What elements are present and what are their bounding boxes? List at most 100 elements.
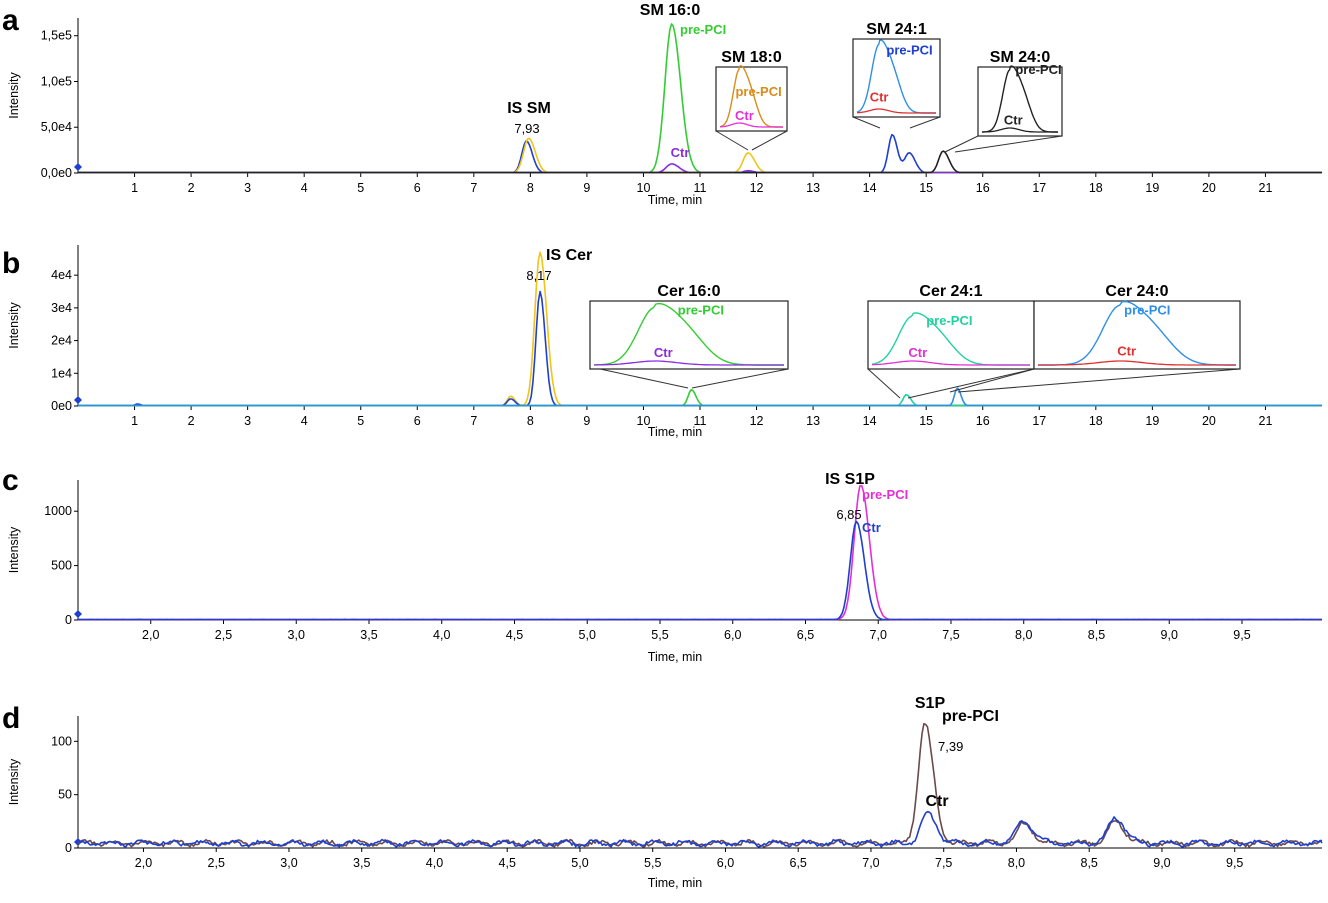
zoom-inset: SM 18:0 pre-PCI Ctr — [715, 49, 788, 151]
retention-time-label: 8,17 — [526, 268, 551, 283]
zoom-inset: Cer 24:1 pre-PCI Ctr — [867, 283, 1035, 399]
inset-connector — [907, 368, 1035, 399]
inset-title: Cer 24:0 — [1105, 283, 1168, 300]
origin-marker — [74, 396, 82, 404]
zoom-inset: SM 24:1 pre-PCI Ctr — [852, 21, 941, 129]
x-tick-label: 16 — [976, 181, 990, 195]
inset-pre-pci-label: pre-PCI — [1015, 62, 1061, 77]
x-tick-label: 6,0 — [717, 856, 734, 870]
series-line-blue — [78, 133, 1322, 174]
x-tick-label: 3 — [244, 414, 251, 428]
series-line-green — [78, 389, 1322, 407]
peak-label: IS S1P — [825, 471, 875, 488]
origin-marker — [74, 610, 82, 618]
x-tick-label: 7,5 — [935, 856, 952, 870]
inset-connector — [909, 116, 941, 129]
inset-frame — [1033, 300, 1241, 370]
inset-pre-pci-label: pre-PCI — [926, 313, 972, 328]
x-tick-label: 5 — [357, 181, 364, 195]
inset-peak-trace — [981, 65, 1058, 133]
inset-ctr-label: Ctr — [908, 345, 927, 360]
x-axis-label: Time, min — [648, 876, 702, 890]
retention-time-label: 7,39 — [938, 739, 963, 754]
x-tick-label: 18 — [1089, 414, 1103, 428]
inset-connector — [867, 368, 901, 399]
y-tick-label: 50 — [58, 788, 72, 802]
x-tick-label: 18 — [1089, 181, 1103, 195]
x-tick-label: 5,0 — [579, 628, 596, 642]
x-tick-label: 7,0 — [862, 856, 879, 870]
x-tick-label: 2 — [188, 414, 195, 428]
inset-frame — [589, 300, 789, 370]
inset-connector — [957, 368, 1241, 393]
y-axis-label: Intensity — [7, 301, 21, 348]
peak-label: S1P — [915, 695, 946, 712]
x-tick-label: 2 — [188, 181, 195, 195]
y-tick-label: 100 — [51, 734, 72, 748]
inset-ctr-trace — [1038, 360, 1236, 366]
y-tick-label: 4e4 — [51, 268, 72, 282]
y-tick-label: 1,5e5 — [41, 29, 72, 43]
x-tick-label: 10 — [637, 414, 651, 428]
x-tick-label: 17 — [1032, 414, 1046, 428]
x-tick-label: 2,0 — [135, 856, 152, 870]
y-tick-label: 0 — [65, 841, 72, 855]
inset-pre-pci-label: pre-PCI — [886, 43, 932, 58]
x-axis-label: Time, min — [648, 650, 702, 664]
inset-frame — [852, 38, 941, 118]
x-tick-label: 14 — [863, 414, 877, 428]
x-tick-label: 9,5 — [1233, 628, 1250, 642]
y-tick-label: 0 — [65, 613, 72, 627]
x-tick-label: 10 — [637, 181, 651, 195]
x-axis-label: Time, min — [648, 425, 702, 439]
panel-c-traces — [77, 484, 1322, 621]
y-tick-label: 500 — [51, 559, 72, 573]
x-tick-label: 12 — [750, 181, 764, 195]
series-annotation: pre-PCI — [862, 487, 908, 502]
inset-ctr-trace — [856, 108, 936, 114]
x-tick-label: 1 — [131, 414, 138, 428]
series-line-blue — [77, 810, 1323, 848]
y-tick-label: 5,0e4 — [41, 120, 72, 134]
series-line-sky — [78, 387, 1322, 407]
x-tick-label: 20 — [1202, 414, 1216, 428]
x-tick-label: 16 — [976, 414, 990, 428]
x-tick-label: 9,5 — [1226, 856, 1243, 870]
inset-frame — [867, 300, 1035, 370]
y-axis-label: Intensity — [7, 71, 21, 118]
series-annotation: Ctr — [925, 793, 948, 810]
x-tick-label: 4 — [301, 181, 308, 195]
inset-ctr-trace — [719, 122, 783, 128]
retention-time-label: 6,85 — [836, 507, 861, 522]
y-tick-label: 1000 — [44, 504, 72, 518]
inset-ctr-label: Ctr — [735, 108, 754, 123]
x-tick-label: 2,5 — [215, 628, 232, 642]
x-tick-label: 11 — [694, 181, 707, 195]
inset-ctr-label: Ctr — [654, 345, 673, 360]
origin-marker — [74, 838, 82, 846]
inset-pre-pci-label: pre-PCI — [735, 84, 781, 99]
peak-label: IS Cer — [546, 247, 592, 264]
series-line-green — [78, 23, 1322, 174]
x-tick-label: 5,0 — [571, 856, 588, 870]
x-tick-label: 9,0 — [1161, 628, 1178, 642]
x-tick-label: 8 — [527, 414, 534, 428]
inset-connector — [691, 368, 789, 389]
inset-peak-trace — [1038, 300, 1236, 366]
x-tick-label: 8,0 — [1015, 628, 1032, 642]
series-line-purple — [78, 163, 1322, 174]
x-tick-label: 17 — [1032, 181, 1046, 195]
y-axis-label: Intensity — [7, 758, 21, 805]
x-tick-label: 8,0 — [1008, 856, 1025, 870]
x-tick-label: 11 — [694, 414, 707, 428]
retention-time-label: 7,93 — [514, 121, 539, 136]
x-tick-label: 7 — [470, 414, 477, 428]
x-tick-label: 12 — [750, 414, 764, 428]
x-tick-label: 6 — [414, 181, 421, 195]
x-tick-label: 4,0 — [433, 628, 450, 642]
x-tick-label: 3,5 — [360, 628, 377, 642]
inset-connector — [949, 368, 1035, 393]
panel-letter-a: a — [2, 4, 19, 37]
series-annotation: pre-PCI — [942, 708, 999, 725]
